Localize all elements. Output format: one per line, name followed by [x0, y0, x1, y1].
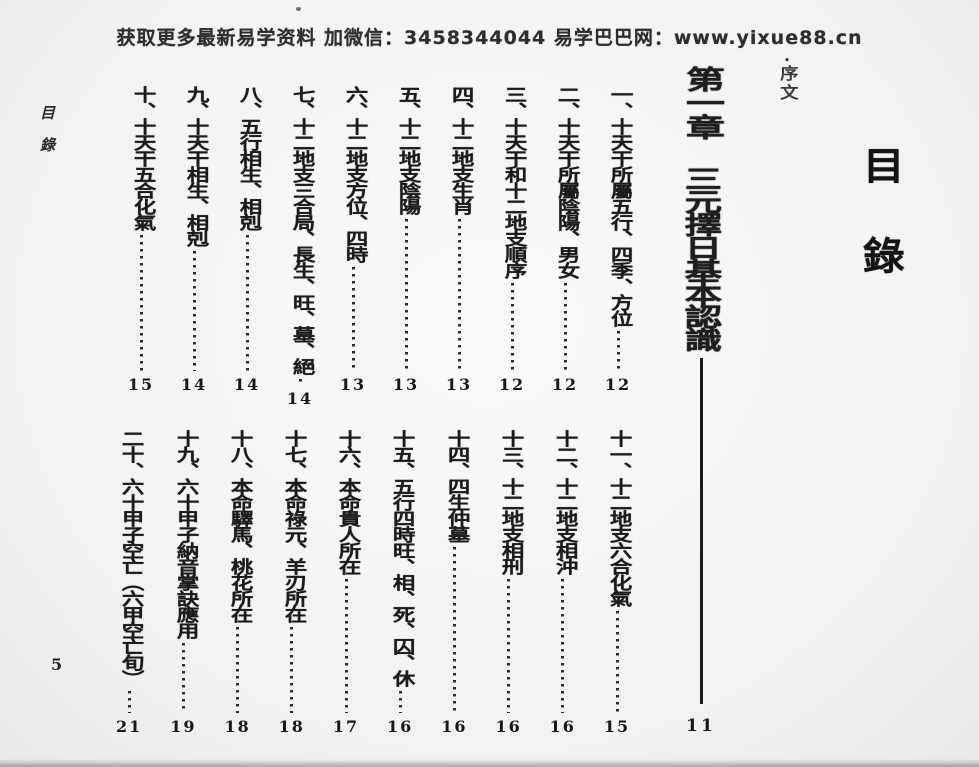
- toc-entry-label: 二十、六十甲子空亡（六甲空亡旬）: [117, 430, 144, 686]
- toc-entry-label: 十六、本命貴人所在: [333, 430, 361, 574]
- toc-entry: 十四、四生仲墓 16: [431, 430, 477, 736]
- toc-entry-label: 四、十二地支生肖: [446, 86, 474, 214]
- leader-dots: [351, 267, 355, 371]
- toc-entry-page: 18: [224, 717, 251, 736]
- toc-entry-page: 13: [445, 375, 473, 394]
- toc-entry: 七、十二地支三合局、長生、旺、墓、絕 14: [277, 86, 323, 408]
- toc-entry: 十三、十二地支相刑 16: [486, 430, 532, 736]
- leader-dots: [344, 579, 348, 713]
- toc-entry-page: 14: [180, 375, 208, 394]
- scan-speck: [296, 7, 301, 11]
- toc-entry-label: 八、五行相生、相剋: [234, 86, 262, 230]
- toc-entry: 一、十天干所屬五行、四季、方位 12: [595, 86, 641, 394]
- leader-dots: [507, 579, 511, 713]
- leader-dots: [404, 219, 408, 371]
- promo-header-text: 获取更多最新易学资料 加微信：3458344044 易学巴巴网：www.yixu…: [116, 27, 863, 49]
- leader-dots: [139, 235, 143, 371]
- preface-label: 序文: [776, 65, 799, 103]
- toc-entry-page: 14: [286, 389, 314, 408]
- preface-bullet: •: [783, 54, 791, 67]
- leader-dots: [452, 547, 456, 713]
- leader-dots: [127, 691, 131, 713]
- scan-edge-shadow: [0, 759, 979, 767]
- preface-entry: • 序文: [773, 54, 801, 103]
- leader-dots: [457, 219, 461, 371]
- toc-entry: 十、十天干五合化氣 15: [118, 86, 164, 394]
- leader-dots: [298, 379, 302, 385]
- toc-entry: 十九、六十甲子納音掌訣應用 19: [160, 430, 206, 736]
- page-title: 目錄: [855, 146, 906, 326]
- chapter-page-number: 11: [686, 716, 716, 736]
- toc-entry-label: 十五、五行四時旺、相、死、囚、休: [388, 430, 415, 686]
- leader-dots: [181, 643, 185, 713]
- leader-dots: [398, 691, 402, 713]
- leader-dots: [615, 611, 619, 713]
- leader-dots: [236, 627, 240, 713]
- toc-entry-page: 16: [441, 717, 468, 736]
- toc-entry: 十五、五行四時旺、相、死、囚、休 16: [377, 430, 423, 736]
- toc-entry-label: 十、十天干五合化氣: [128, 86, 156, 230]
- toc-entry-page: 12: [498, 375, 526, 394]
- toc-entry-page: 16: [387, 717, 414, 736]
- toc-entry-page: 16: [549, 717, 576, 736]
- toc-entry: 十一、十二地支六合化氣 15: [594, 430, 640, 736]
- toc-entry-page: 14: [233, 375, 261, 394]
- toc-entry-page: 15: [603, 717, 631, 736]
- toc-entry-label: 六、十二地支方位、四時: [340, 86, 368, 262]
- leader-dots: [510, 283, 514, 371]
- toc-entry-label: 二、十天干所屬陰陽、男女: [552, 86, 580, 278]
- toc-entry: 三、十天干和十二地支順序 12: [489, 86, 535, 394]
- toc-entry-page: 12: [551, 375, 579, 394]
- toc-entry-page: 18: [278, 717, 305, 736]
- chapter-leader-line: [699, 358, 703, 704]
- toc-entry: 十七、本命祿元、羊刃所在 18: [269, 430, 315, 736]
- toc-entry-label: 十九、六十甲子納音掌訣應用: [171, 430, 198, 638]
- toc-entry-label: 七、十二地支三合局、長生、旺、墓、絕: [287, 86, 315, 374]
- toc-entry-page: 17: [332, 717, 360, 736]
- toc-entry-page: 13: [392, 375, 420, 394]
- chapter-heading-column: 第一章 三元擇日基本認識 11: [674, 66, 728, 736]
- leader-dots: [561, 579, 565, 713]
- leader-dots: [290, 627, 294, 713]
- toc-entry-page: 21: [116, 717, 143, 736]
- page-folio-number: 5: [51, 655, 63, 674]
- toc-entry-page: 15: [127, 375, 155, 394]
- toc-entry-page: 16: [495, 717, 522, 736]
- toc-entry-label: 十七、本命祿元、羊刃所在: [279, 430, 307, 622]
- toc-entry-label: 十八、本命驛馬、桃花所在: [225, 430, 252, 622]
- chapter-title: 三元擇日基本認識: [679, 166, 724, 350]
- toc-entry: 十八、本命驛馬、桃花所在 18: [215, 430, 261, 736]
- toc-entry-page: 19: [170, 717, 197, 736]
- leader-dots: [563, 283, 567, 371]
- toc-entry-label: 五、十二地支陰陽: [393, 86, 421, 214]
- toc-entry-label: 十二、十二地支相沖: [550, 430, 578, 574]
- toc-entry: 二十、六十甲子空亡（六甲空亡旬） 21: [106, 430, 152, 736]
- toc-entry: 九、十天干相生、相剋 14: [171, 86, 217, 394]
- toc-entry: 十二、十二地支相沖 16: [540, 430, 586, 736]
- toc-entry: 八、五行相生、相剋 14: [224, 86, 270, 394]
- leader-dots: [616, 331, 620, 371]
- leader-dots: [192, 251, 196, 371]
- toc-entry-label: 十四、四生仲墓: [442, 430, 469, 542]
- toc-entry-label: 三、十天干和十二地支順序: [499, 86, 527, 278]
- toc-entry-page: 12: [604, 375, 632, 394]
- toc-entry-page: 13: [339, 375, 367, 394]
- toc-entry-label: 十一、十二地支六合化氣: [604, 430, 632, 606]
- margin-running-title: 目錄: [38, 105, 56, 169]
- toc-entry: 五、十二地支陰陽 13: [383, 86, 429, 394]
- toc-entry: 四、十二地支生肖 13: [436, 86, 482, 394]
- leader-dots: [245, 235, 249, 371]
- toc-entry-label: 一、十天干所屬五行、四季、方位: [605, 86, 633, 326]
- chapter-number: 第一章: [678, 66, 724, 138]
- toc-entry: 二、十天干所屬陰陽、男女 12: [542, 86, 588, 394]
- toc-entry-label: 九、十天干相生、相剋: [181, 86, 209, 246]
- toc-entry: 十六、本命貴人所在 17: [323, 430, 369, 736]
- toc-entry-label: 十三、十二地支相刑: [496, 430, 523, 574]
- toc-entry: 六、十二地支方位、四時 13: [330, 86, 376, 394]
